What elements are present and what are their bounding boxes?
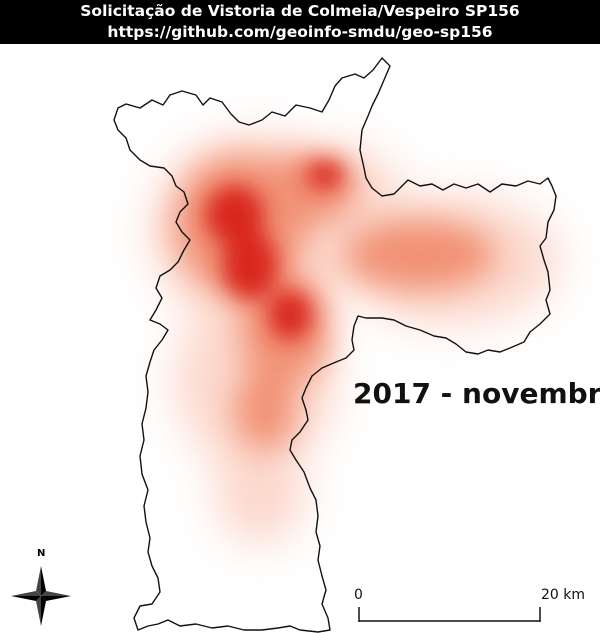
city-boundary <box>114 58 556 632</box>
heatmap-layer <box>150 135 560 545</box>
compass-rose-icon <box>11 566 71 626</box>
map-title: Solicitação de Vistoria de Colmeia/Vespe… <box>0 1 600 22</box>
north-label: N <box>37 548 45 559</box>
scale-start-label: 0 <box>354 587 363 603</box>
scale-end-label: 20 km <box>541 587 585 603</box>
repository-url[interactable]: https://github.com/geoinfo-smdu/geo-sp15… <box>0 22 600 43</box>
period-label: 2017 - novembro <box>353 377 600 410</box>
map-title-bar: Solicitação de Vistoria de Colmeia/Vespe… <box>0 0 600 44</box>
scale-bar <box>359 607 540 622</box>
